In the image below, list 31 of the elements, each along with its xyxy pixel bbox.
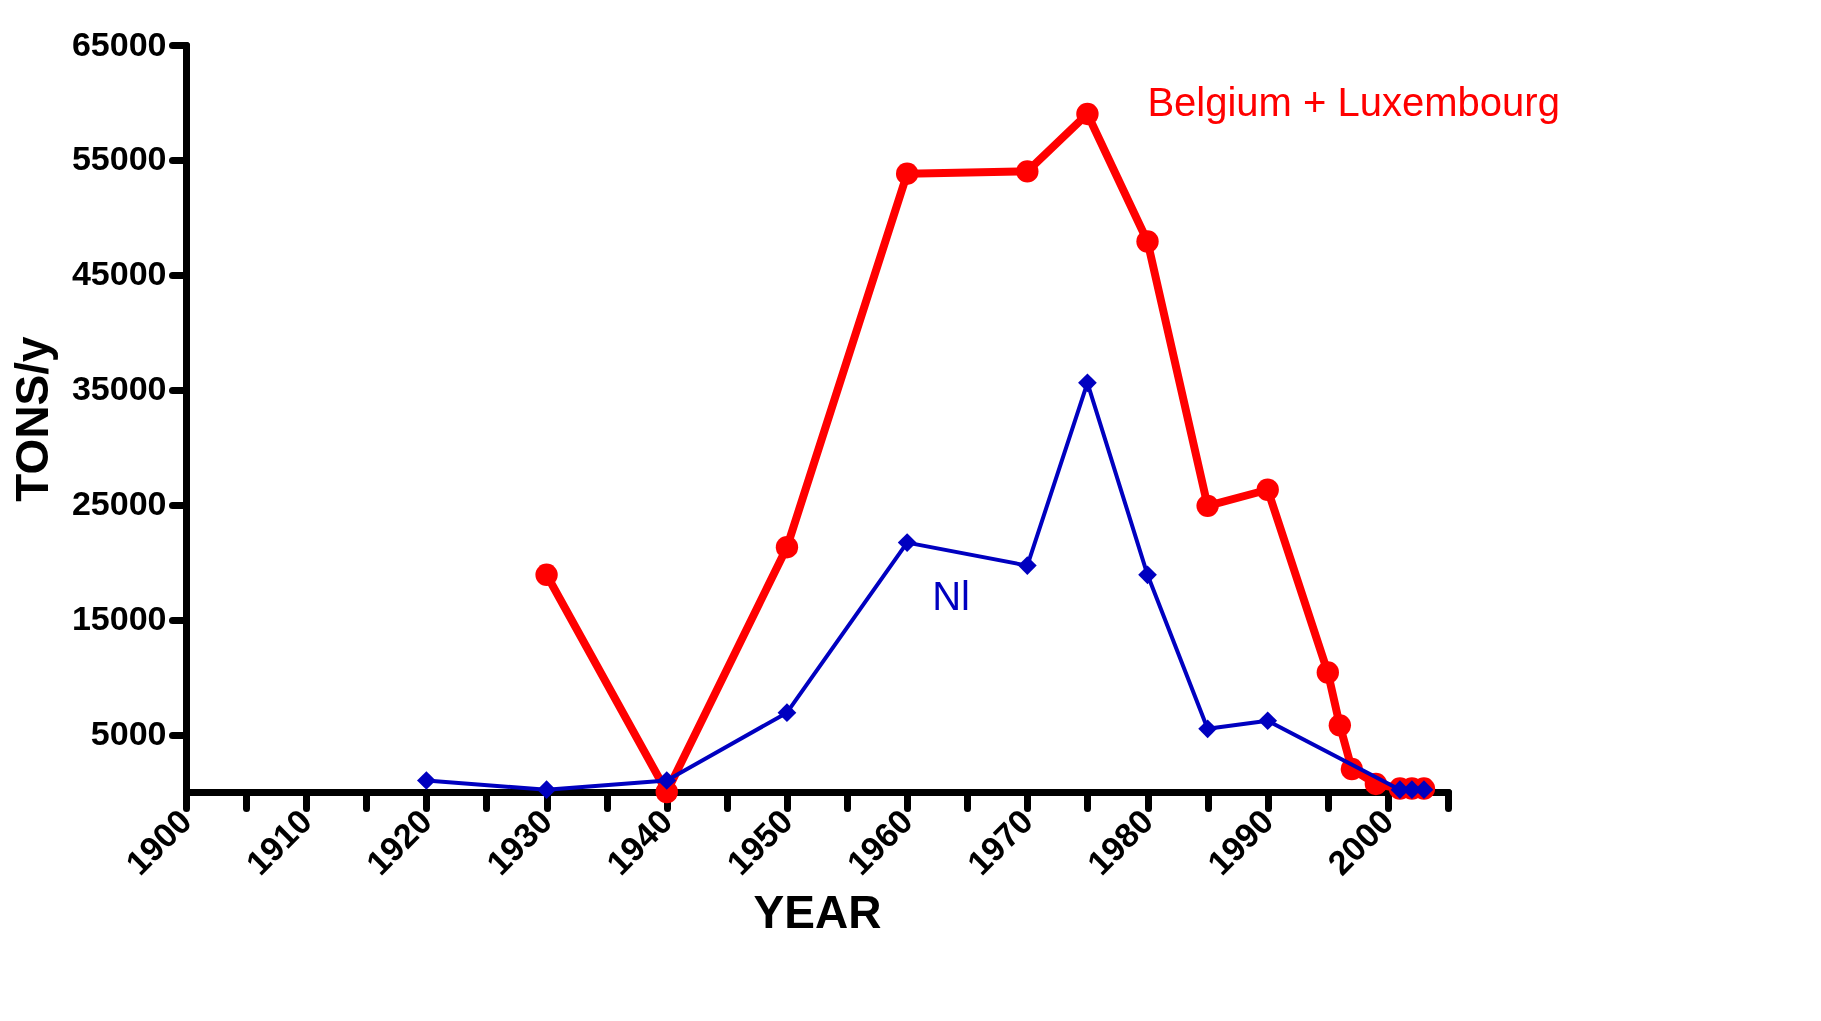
series-label: Belgium + Luxembourg	[1147, 79, 1560, 124]
point	[1016, 160, 1039, 183]
point	[537, 780, 556, 800]
y-tick-label: 15000	[71, 599, 167, 638]
point	[1256, 478, 1279, 501]
y-tick-label: 65000	[71, 24, 167, 63]
point	[535, 563, 558, 586]
point	[1136, 230, 1159, 253]
point	[1078, 373, 1097, 393]
point	[895, 162, 919, 185]
point	[1328, 714, 1352, 737]
point	[775, 536, 799, 559]
point	[657, 771, 677, 790]
y-tick-label: 5000	[90, 714, 167, 753]
y-tick-label: 35000	[71, 369, 167, 408]
y-axis-title: TONS/y	[5, 335, 58, 502]
point	[417, 771, 436, 790]
y-tick-label: 55000	[71, 139, 167, 178]
point	[1198, 719, 1217, 739]
point	[777, 703, 797, 723]
point	[1138, 565, 1157, 585]
series-label: Nl	[932, 573, 970, 618]
y-tick-label: 25000	[71, 484, 167, 523]
point	[897, 533, 917, 552]
point	[1196, 494, 1219, 517]
y-tick-label: 45000	[71, 254, 167, 293]
point	[1316, 661, 1339, 684]
x-axis-title: YEAR	[753, 886, 882, 938]
point	[1017, 556, 1037, 575]
point	[1076, 102, 1099, 126]
point	[1258, 711, 1278, 731]
